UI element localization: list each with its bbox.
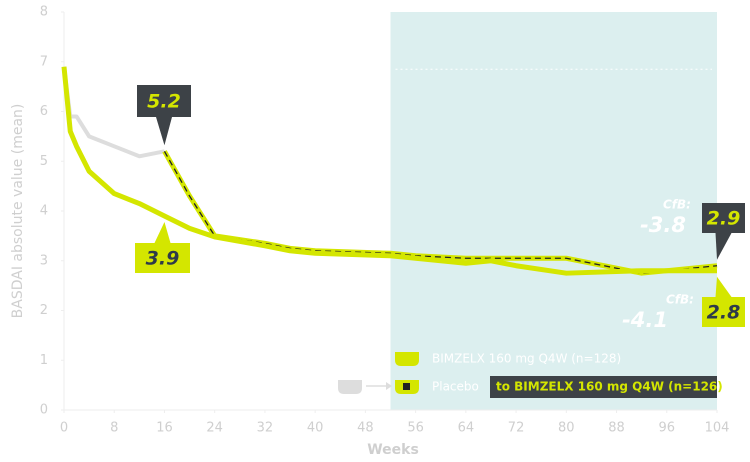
callout-pointer: [715, 276, 732, 297]
x-axis-label: Weeks: [367, 442, 419, 458]
cfb-value: -3.8: [640, 213, 686, 237]
y-axis-label: BASDAI absolute value (mean): [10, 104, 26, 319]
x-tick-label: 0: [60, 421, 68, 436]
y-tick-label: 3: [40, 253, 48, 268]
callout-pointer: [154, 221, 171, 243]
x-tick-label: 104: [705, 421, 730, 436]
y-tick-label: 4: [40, 204, 48, 219]
cfb-label: CfB:: [666, 293, 694, 307]
bimzelx-line: [61, 66, 717, 276]
y-tick-label: 8: [40, 5, 48, 20]
legend-label: to BIMZELX 160 mg Q4W (n=126): [496, 380, 723, 394]
x-tick-label: 80: [558, 421, 575, 436]
cfb-value: -4.1: [622, 308, 668, 332]
x-tick-label: 88: [608, 421, 625, 436]
callout: 3.9: [135, 221, 190, 273]
callout-label: 2.8: [707, 302, 741, 324]
callout-pointer: [156, 117, 172, 146]
callout-pointer: [715, 233, 732, 260]
callout-box: [137, 85, 191, 117]
x-tick-label: 72: [508, 421, 525, 436]
callout: 5.2: [137, 85, 191, 146]
y-tick-label: 2: [40, 303, 48, 318]
callout-label: 5.2: [147, 91, 181, 113]
callout-box: [702, 297, 745, 327]
callout-label: 2.9: [707, 208, 741, 230]
x-tick-label: 32: [257, 421, 274, 436]
x-tick-label: 8: [110, 421, 118, 436]
x-tick-label: 56: [407, 421, 424, 436]
legend-arrowhead: [386, 382, 392, 390]
callout: 2.9: [702, 203, 745, 260]
x-tick-label: 40: [307, 421, 324, 436]
x-tick-label: 96: [658, 421, 675, 436]
legend-label: BIMZELX 160 mg Q4W (n=128): [432, 352, 621, 366]
y-tick-label: 0: [40, 403, 48, 418]
legend-highlight: [490, 376, 717, 398]
legend-swatch-dash: [403, 383, 410, 390]
callout-label: 3.9: [146, 248, 180, 270]
legend-swatch: [395, 352, 419, 366]
x-tick-label: 48: [357, 421, 374, 436]
y-tick-label: 1: [40, 353, 48, 368]
x-tick-label: 16: [156, 421, 173, 436]
cfb-label: CfB:: [663, 198, 691, 212]
y-tick-label: 6: [40, 104, 48, 119]
x-tick-label: 24: [206, 421, 223, 436]
callout-box: [135, 243, 190, 273]
shaded-region: [390, 12, 717, 410]
legend-swatch: [338, 380, 362, 394]
x-tick-label: 64: [458, 421, 475, 436]
y-tick-label: 5: [40, 154, 48, 169]
legend-label: Placebo: [432, 380, 479, 394]
callout: 2.8: [702, 276, 745, 327]
switch-dash: [163, 150, 718, 274]
y-tick-label: 7: [40, 54, 48, 69]
callout-box: [702, 203, 745, 233]
